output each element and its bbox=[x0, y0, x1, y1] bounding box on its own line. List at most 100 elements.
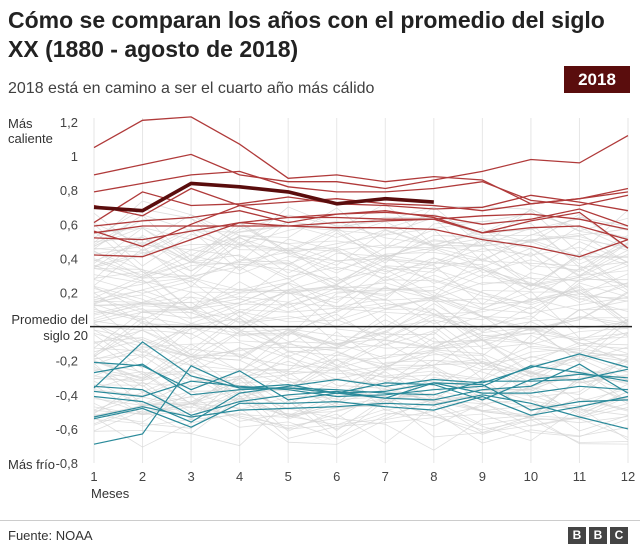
x-tick-label: 9 bbox=[479, 469, 486, 484]
warm-series-line bbox=[93, 191, 629, 224]
x-tick-label: 8 bbox=[430, 469, 437, 484]
background-series-line bbox=[93, 313, 629, 358]
chart-title: Cómo se comparan los años con el promedi… bbox=[8, 7, 605, 62]
background-series-line bbox=[93, 329, 629, 371]
x-tick-label: 3 bbox=[187, 469, 194, 484]
background-series-line bbox=[93, 265, 629, 306]
background-series-line bbox=[93, 305, 629, 344]
highlight-year-line bbox=[93, 181, 434, 213]
logo-letter: B bbox=[589, 527, 607, 544]
highlight-series-2018 bbox=[93, 181, 434, 213]
background-series-line bbox=[93, 399, 629, 439]
background-series-line bbox=[93, 285, 629, 327]
background-series-line bbox=[93, 240, 629, 286]
cool-series-line bbox=[93, 365, 629, 398]
y-tick-label: -0,8 bbox=[56, 456, 78, 471]
background-series-line bbox=[93, 253, 629, 291]
y-tick-label: 0,8 bbox=[60, 183, 78, 198]
y-tick-label: -0,2 bbox=[56, 354, 78, 369]
background-series-line bbox=[93, 334, 629, 380]
background-series-line bbox=[93, 278, 629, 320]
warm-series-line bbox=[93, 221, 629, 258]
background-series-line bbox=[93, 251, 629, 288]
logo-letter: C bbox=[610, 527, 628, 544]
warm-series-line bbox=[93, 213, 629, 234]
y-tick-label: 0,4 bbox=[60, 251, 78, 266]
background-series-line bbox=[93, 225, 629, 272]
annotation-baseline-line1: Promedio del bbox=[11, 312, 88, 327]
background-series-line bbox=[93, 315, 629, 351]
annotation-warmer-line2: caliente bbox=[8, 131, 53, 146]
cool-series-line bbox=[93, 341, 629, 401]
background-series-line bbox=[93, 319, 629, 364]
background-series-line bbox=[93, 339, 629, 383]
background-series-line bbox=[93, 257, 629, 302]
background-series-line bbox=[93, 282, 629, 324]
y-tick-label: -0,4 bbox=[56, 388, 78, 403]
x-axis-label: Meses bbox=[91, 486, 130, 501]
background-series-line bbox=[93, 315, 629, 358]
vertical-gridlines bbox=[93, 118, 629, 463]
y-tick-label: 0,6 bbox=[60, 217, 78, 232]
x-tick-label: 2 bbox=[139, 469, 146, 484]
background-series-line bbox=[93, 221, 629, 269]
y-tick-label: 1,2 bbox=[60, 115, 78, 130]
footer-divider bbox=[0, 520, 640, 521]
x-tick-label: 4 bbox=[236, 469, 243, 484]
x-tick-label: 11 bbox=[573, 469, 587, 484]
background-series-line bbox=[93, 270, 629, 313]
x-tick-label: 12 bbox=[621, 469, 635, 484]
logo-letter: B bbox=[568, 527, 586, 544]
background-series-line bbox=[93, 343, 629, 392]
background-series-line bbox=[93, 213, 629, 255]
background-series-line bbox=[93, 287, 629, 332]
background-series-line bbox=[93, 311, 629, 353]
background-series-line bbox=[93, 354, 629, 398]
temperature-line-chart: 1,210,80,60,40,2-0,2-0,4-0,6-0,81 2 3 4 5 6 7 8… bbox=[8, 115, 636, 501]
warm-year-lines bbox=[93, 116, 629, 258]
background-series-line bbox=[93, 223, 629, 267]
background-series-line bbox=[93, 247, 629, 286]
background-series-line bbox=[93, 328, 629, 367]
background-series-line bbox=[93, 405, 629, 448]
source-note: Fuente: NOAA bbox=[8, 528, 93, 543]
cool-series-line bbox=[93, 363, 629, 396]
background-series-line bbox=[93, 263, 629, 311]
background-series-line bbox=[93, 331, 629, 375]
cool-series-line bbox=[93, 365, 629, 445]
warm-series-line bbox=[93, 204, 629, 249]
x-tick-label: 6 bbox=[333, 469, 340, 484]
x-tick-label: 5 bbox=[285, 469, 292, 484]
background-series-line bbox=[93, 399, 629, 447]
x-tick-label: 1 bbox=[90, 469, 97, 484]
background-series-line bbox=[93, 354, 629, 393]
background-series-line bbox=[93, 232, 629, 277]
background-series-line bbox=[93, 396, 629, 438]
x-tick-label: 10 bbox=[524, 469, 538, 484]
background-series-line bbox=[93, 302, 629, 350]
background-series-line bbox=[93, 268, 629, 314]
cool-series-line bbox=[93, 395, 629, 428]
annotation-warmer-line1: Más bbox=[8, 116, 33, 131]
background-series-line bbox=[93, 239, 628, 280]
background-series-line bbox=[93, 354, 629, 384]
cool-series-line bbox=[93, 363, 629, 416]
y-tick-label: -0,6 bbox=[56, 422, 78, 437]
axis-tick-labels: 1,210,80,60,40,2-0,2-0,4-0,6-0,81 2 3 4 5 6 7 8… bbox=[56, 115, 636, 484]
background-series-line bbox=[93, 384, 629, 417]
year-badge-2018: 2018 bbox=[564, 66, 630, 93]
y-tick-label: 1 bbox=[71, 149, 78, 164]
background-series-line bbox=[93, 229, 629, 274]
warm-series-line bbox=[93, 216, 629, 241]
background-series-line bbox=[93, 363, 629, 406]
x-tick-label: 7 bbox=[382, 469, 389, 484]
annotation-colder: Más frío bbox=[8, 457, 55, 472]
background-series-line bbox=[93, 225, 629, 263]
background-series-line bbox=[93, 373, 629, 409]
background-series-line bbox=[93, 395, 629, 439]
warm-series-line bbox=[93, 208, 629, 227]
background-series-line bbox=[93, 347, 629, 389]
background-series-line bbox=[93, 286, 629, 332]
background-series-line bbox=[93, 324, 629, 371]
y-tick-label: 0,2 bbox=[60, 286, 78, 301]
